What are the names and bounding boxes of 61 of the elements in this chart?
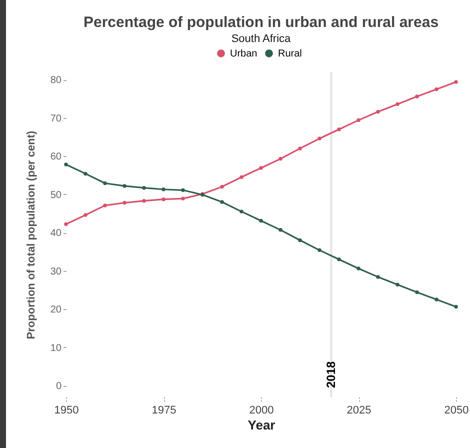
x-tick-label: 2025 — [346, 404, 372, 416]
point — [142, 198, 146, 203]
point — [415, 94, 419, 98]
point — [162, 188, 166, 192]
point — [415, 290, 419, 294]
x-tick-label: 1975 — [152, 404, 176, 416]
y-tick-label: 50 — [50, 190, 62, 201]
point — [122, 184, 126, 188]
point — [337, 257, 341, 262]
point — [356, 266, 360, 270]
y-tick-label: 80 — [50, 75, 62, 86]
x-tick-label: 2000 — [249, 404, 274, 416]
point — [122, 200, 126, 205]
point — [454, 80, 458, 84]
chart-title: Percentage of population in urban and rural areas — [83, 14, 439, 31]
chart-subtitle: South Africa — [231, 33, 292, 45]
x-axis-title: Year — [248, 418, 276, 432]
point — [103, 181, 107, 186]
point — [64, 162, 68, 166]
point — [376, 110, 380, 114]
point — [278, 228, 282, 232]
point — [142, 186, 146, 190]
y-tick-label: 70 — [50, 113, 62, 124]
y-tick-label: 10 — [50, 342, 62, 354]
y-tick-label: 20 — [50, 304, 62, 316]
point — [103, 204, 107, 208]
legend-label: Urban — [230, 48, 258, 60]
point — [220, 200, 224, 204]
point — [318, 136, 322, 140]
point — [64, 222, 68, 226]
y-tick-label: 0 — [56, 381, 62, 392]
point — [454, 304, 458, 309]
x-tick-label: 1950 — [54, 404, 79, 416]
point — [396, 282, 400, 286]
point — [318, 248, 322, 252]
point — [240, 175, 244, 180]
point — [356, 118, 360, 122]
point — [220, 184, 224, 189]
y-axis-title: Proportion of total population (per cent) — [25, 130, 38, 340]
point — [181, 196, 185, 200]
y-tick-label: 60 — [50, 152, 62, 163]
point — [434, 298, 438, 302]
point — [84, 213, 88, 217]
point — [162, 197, 166, 202]
y-tick-label: 30 — [50, 266, 62, 278]
point — [298, 146, 302, 150]
point — [240, 210, 244, 214]
point — [337, 127, 341, 132]
point — [259, 218, 263, 223]
point — [84, 172, 88, 176]
point — [376, 275, 380, 279]
point — [278, 156, 282, 161]
legend-label: Rural — [278, 48, 302, 60]
point — [298, 238, 302, 242]
point — [181, 188, 185, 192]
ref-line-label: 2018 — [324, 360, 338, 388]
point — [396, 102, 400, 106]
y-tick-label: 40 — [50, 228, 62, 240]
point — [259, 166, 263, 170]
point — [434, 87, 438, 92]
x-tick-label: 2050 — [444, 404, 469, 416]
